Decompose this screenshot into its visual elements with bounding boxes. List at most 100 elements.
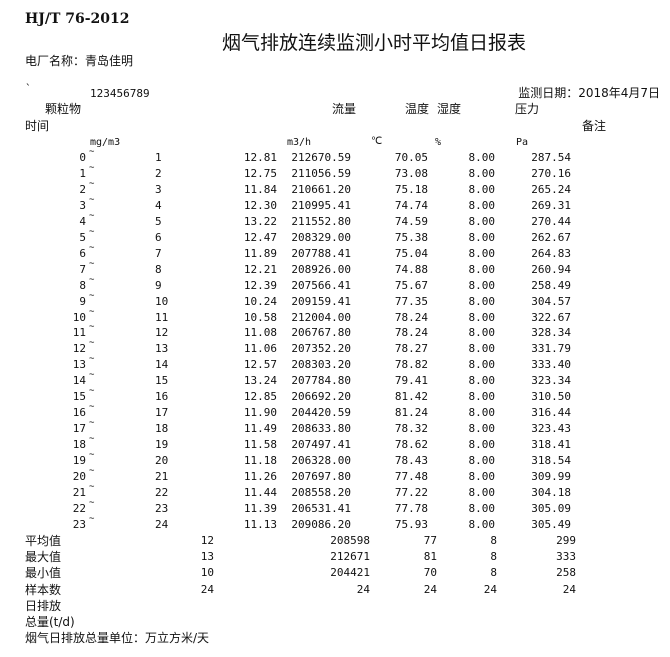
hour-to: 12 — [155, 326, 169, 340]
particulate-value: 11.44 — [243, 485, 277, 499]
hour-from: 15 — [72, 390, 86, 404]
hour-from: 11 — [72, 326, 86, 340]
pressure-value: 269.31 — [531, 198, 571, 212]
flow-value: 24 — [356, 582, 370, 596]
flow-value: 204420.59 — [291, 406, 351, 420]
flow-value: 207352.20 — [291, 342, 351, 356]
hour-to: 15 — [155, 374, 169, 388]
particulate-value: 11.58 — [243, 438, 277, 452]
flow-value: 207566.41 — [291, 278, 351, 292]
flow-value: 206328.00 — [291, 454, 351, 468]
pressure-value: 270.16 — [531, 166, 571, 180]
pressure-value: 262.67 — [531, 230, 571, 244]
range-tilde: ~ — [89, 481, 95, 492]
temperature-value: 78.24 — [394, 310, 428, 324]
humidity-value: 8.00 — [468, 326, 496, 340]
range-tilde: ~ — [89, 386, 95, 397]
pressure-value: 265.24 — [531, 182, 571, 196]
flow-value: 209159.41 — [291, 294, 351, 308]
humidity-value: 8.00 — [468, 182, 496, 196]
hour-from: 8 — [79, 278, 86, 292]
particulate-value: 11.08 — [243, 326, 277, 340]
particulate-value: 12.30 — [243, 198, 277, 212]
flow-value: 206531.41 — [291, 501, 351, 515]
hour-to: 21 — [155, 470, 169, 483]
pressure-value: 305.49 — [531, 517, 571, 531]
hour-from: 23 — [72, 517, 86, 531]
unit-particulate: mg/m3 — [90, 137, 121, 148]
temperature-value: 81.42 — [394, 390, 428, 404]
flow-value: 212671 — [330, 550, 370, 564]
humidity-value: 8.00 — [468, 470, 496, 483]
hour-to: 23 — [155, 501, 169, 515]
daily-emission-label: 日排放 — [25, 599, 62, 613]
particulate-value: 11.26 — [243, 470, 277, 483]
monitor-date: 监测日期：2018年4月7日 — [518, 86, 660, 100]
pressure-value: 328.34 — [531, 326, 571, 340]
pressure-value: 24 — [562, 582, 576, 596]
flow-value: 210995.41 — [291, 198, 351, 212]
particulate-value: 11.39 — [243, 501, 277, 515]
range-tilde: ~ — [89, 466, 95, 476]
hour-to: 1 — [155, 151, 162, 164]
particulate-value: 12.47 — [243, 230, 277, 244]
humidity-value: 8.00 — [468, 406, 496, 420]
pressure-value: 323.43 — [531, 422, 571, 436]
range-tilde: ~ — [89, 274, 95, 285]
temperature-value: 75.38 — [394, 230, 428, 244]
range-tilde: ~ — [89, 147, 95, 157]
particulate-value: 11.49 — [243, 422, 277, 436]
temperature-value: 77 — [423, 534, 437, 547]
temperature-value: 78.43 — [394, 454, 428, 468]
flow-value: 207497.41 — [291, 438, 351, 452]
flow-value: 207697.80 — [291, 470, 351, 483]
pressure-value: 304.57 — [531, 294, 571, 308]
particulate-value: 11.06 — [243, 342, 277, 356]
flow-value: 206767.80 — [291, 326, 351, 340]
header-temperature: 温度 — [405, 102, 430, 116]
hour-from: 1 — [79, 166, 86, 180]
hour-from: 12 — [72, 342, 86, 356]
humidity-value: 8.00 — [468, 485, 496, 499]
temperature-value: 74.59 — [394, 214, 428, 228]
hour-to: 4 — [155, 198, 162, 212]
humidity-value: 8.00 — [468, 214, 496, 228]
pressure-value: 264.83 — [531, 246, 571, 260]
range-tilde: ~ — [89, 290, 95, 301]
flow-value: 208633.80 — [291, 422, 351, 436]
humidity-value: 8.00 — [468, 390, 496, 404]
pressure-value: 270.44 — [531, 214, 571, 228]
range-tilde: ~ — [89, 162, 95, 173]
humidity-value: 8.00 — [468, 358, 496, 372]
flow-value: 204421 — [330, 566, 370, 580]
temperature-value: 77.22 — [394, 485, 428, 499]
hour-to: 16 — [155, 390, 169, 404]
summary-label: 最小值 — [25, 566, 62, 581]
range-tilde: ~ — [89, 258, 95, 269]
humidity-value: 8.00 — [468, 517, 496, 531]
pressure-value: 258 — [556, 566, 576, 580]
range-tilde: ~ — [89, 370, 95, 381]
particulate-value: 12.57 — [243, 358, 277, 372]
flow-value: 209086.20 — [291, 517, 351, 531]
flow-value: 210661.20 — [291, 182, 351, 196]
humidity-value: 8 — [490, 550, 497, 564]
humidity-value: 8 — [490, 566, 497, 580]
hour-to: 6 — [155, 230, 162, 244]
humidity-value: 8.00 — [468, 198, 496, 212]
range-tilde: ~ — [89, 322, 95, 333]
temperature-value: 81.24 — [394, 406, 428, 420]
particulate-value: 12.75 — [243, 166, 277, 180]
range-tilde: ~ — [89, 513, 95, 524]
flow-value: 212004.00 — [291, 310, 351, 324]
humidity-value: 8.00 — [468, 246, 496, 260]
hour-to: 5 — [155, 214, 162, 228]
pressure-value: 333.40 — [531, 358, 571, 372]
humidity-value: 8.00 — [468, 262, 496, 276]
humidity-value: 8.00 — [468, 454, 496, 468]
header-particulate: 颗粒物 — [45, 102, 82, 116]
pressure-value: 322.67 — [531, 310, 571, 324]
particulate-value: 13.22 — [243, 214, 277, 228]
header-remark: 备注 — [582, 119, 607, 133]
humidity-value: 8.00 — [468, 501, 496, 515]
